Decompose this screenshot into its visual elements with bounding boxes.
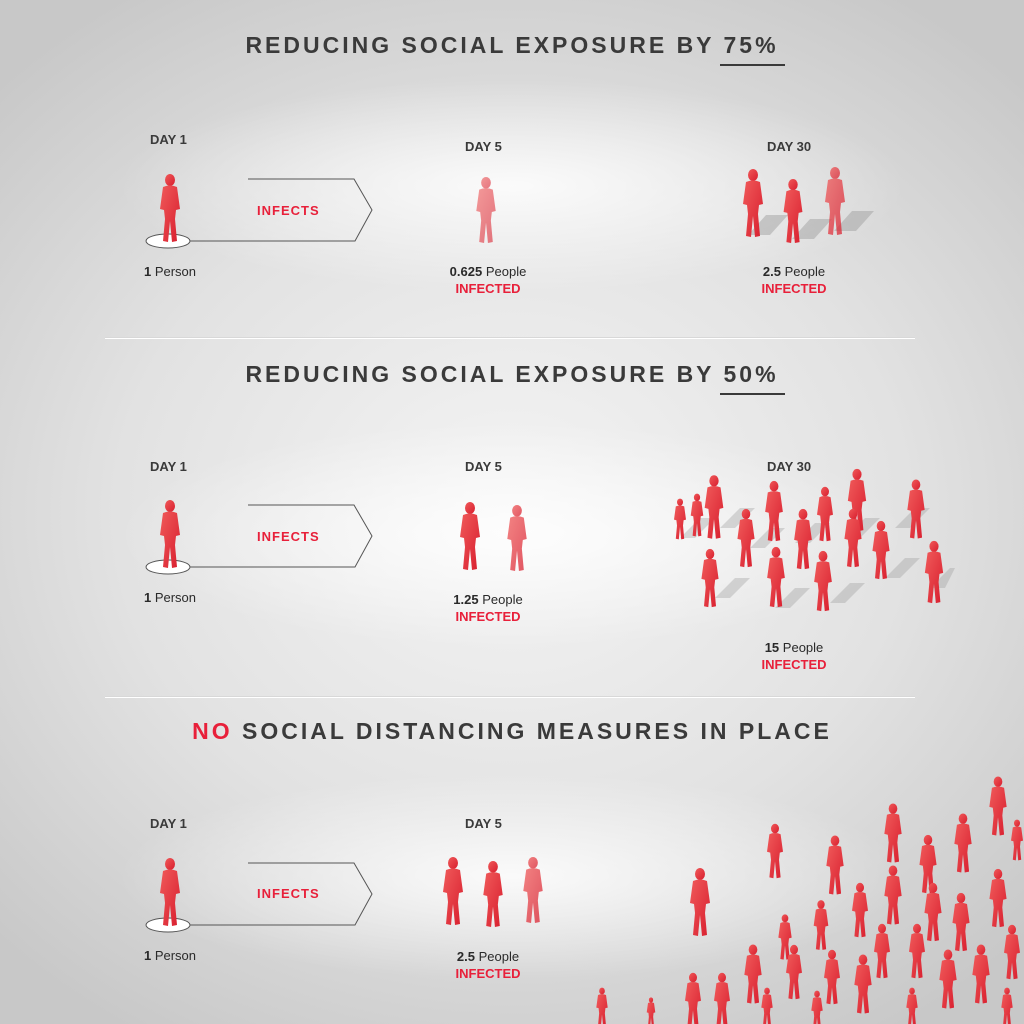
section-heading: REDUCING SOCIAL EXPOSURE BY 75% xyxy=(0,32,1024,66)
heading-rest: SOCIAL DISTANCING MEASURES IN PLACE xyxy=(232,718,832,744)
infects-label: INFECTS xyxy=(257,886,320,901)
person-silhouette-icon xyxy=(478,860,508,928)
day1-label: DAY 1 xyxy=(150,132,187,147)
person-silhouette-icon xyxy=(820,166,850,236)
day5-count: 2.5 People INFECTED xyxy=(418,949,558,981)
heading-no: NO xyxy=(192,718,233,744)
person-silhouette-icon xyxy=(518,856,548,924)
infected-label: INFECTED xyxy=(761,657,827,672)
day5-label: DAY 5 xyxy=(465,816,502,831)
infected-label: INFECTED xyxy=(455,609,521,624)
person-silhouette-icon xyxy=(738,168,768,238)
heading-prefix: REDUCING SOCIAL EXPOSURE BY xyxy=(245,32,724,58)
day1-label: DAY 1 xyxy=(150,816,187,831)
section-50-percent: REDUCING SOCIAL EXPOSURE BY 50% DAY 1 DA… xyxy=(0,338,1024,696)
day30-count: 2.5 People INFECTED xyxy=(724,264,864,296)
heading-prefix: REDUCING SOCIAL EXPOSURE BY xyxy=(245,361,724,387)
day5-count: 1.25 People INFECTED xyxy=(418,592,558,624)
section-heading: NO SOCIAL DISTANCING MEASURES IN PLACE xyxy=(0,718,1024,745)
heading-percent: 50% xyxy=(719,361,785,395)
person-silhouette-icon xyxy=(155,498,185,570)
day5-label: DAY 5 xyxy=(465,139,502,154)
person-silhouette-icon xyxy=(778,178,808,244)
infects-label: INFECTS xyxy=(257,529,320,544)
infects-label: INFECTS xyxy=(257,203,320,218)
person-silhouette-icon xyxy=(468,176,504,244)
day5-label: DAY 5 xyxy=(465,459,502,474)
day5-count: 0.625 People INFECTED xyxy=(418,264,558,296)
section-heading: REDUCING SOCIAL EXPOSURE BY 50% xyxy=(0,361,1024,395)
person-silhouette-icon xyxy=(155,172,185,244)
heading-percent: 75% xyxy=(719,32,785,66)
infected-label: INFECTED xyxy=(761,281,827,296)
section-no-distancing: NO SOCIAL DISTANCING MEASURES IN PLACE D… xyxy=(0,696,1024,1024)
infected-label: INFECTED xyxy=(455,281,521,296)
person-silhouette-icon xyxy=(455,500,485,572)
day30-label: DAY 30 xyxy=(767,459,812,474)
crowd-large-icon xyxy=(596,776,1023,1024)
divider xyxy=(105,337,915,338)
day1-count: 1 Person xyxy=(143,264,197,279)
crowd-15-icon xyxy=(674,468,955,612)
person-silhouette-icon xyxy=(502,504,532,572)
day30-count: 15 People INFECTED xyxy=(724,640,864,672)
section-75-percent: REDUCING SOCIAL EXPOSURE BY 75% DAY 1 DA… xyxy=(0,0,1024,338)
day1-count: 1 Person xyxy=(143,948,197,963)
person-silhouette-icon xyxy=(155,856,185,928)
day30-label: DAY 30 xyxy=(767,139,812,154)
day1-label: DAY 1 xyxy=(150,459,187,474)
infected-label: INFECTED xyxy=(455,966,521,981)
day1-count: 1 Person xyxy=(143,590,197,605)
person-silhouette-icon xyxy=(438,856,468,926)
